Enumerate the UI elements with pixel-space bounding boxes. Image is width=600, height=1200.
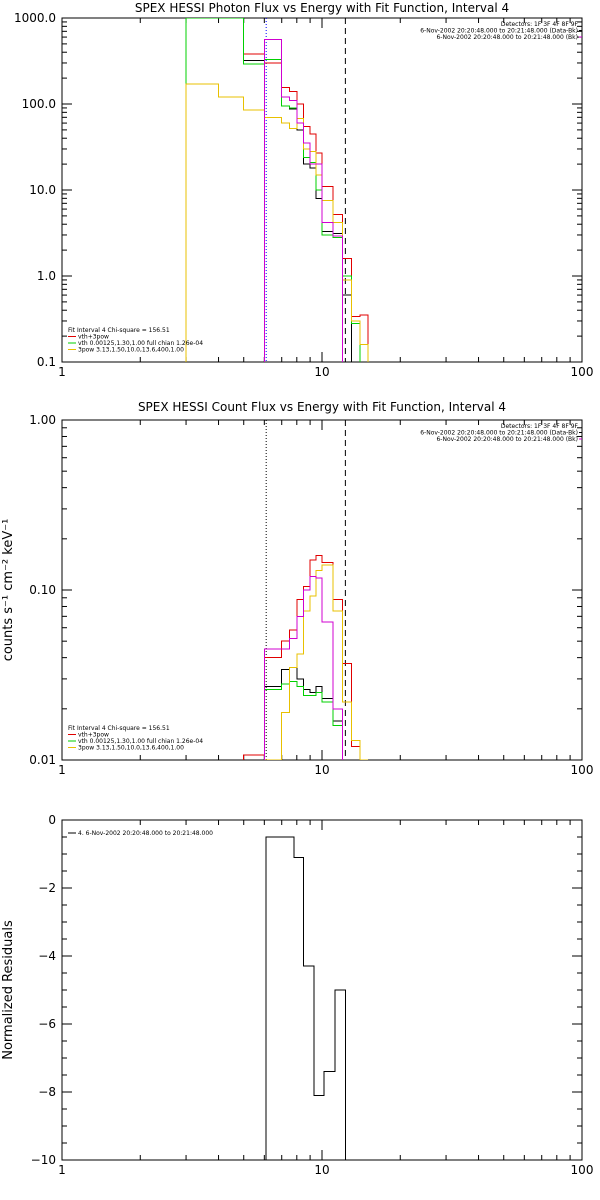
y-tick-label: 1000.0: [14, 11, 56, 25]
series-line-4: [263, 576, 344, 760]
y-tick-label: −8: [38, 1085, 56, 1099]
y-tick-label: 100.0: [22, 97, 56, 111]
residuals-ylabel: Normalized Residuals: [1, 920, 16, 1060]
series-line-1: [185, 18, 353, 362]
y-tick-label: −2: [38, 881, 56, 895]
photon-flux-panel: SPEX HESSI Photon Flux vs Energy with Fi…: [14, 1, 593, 379]
x-tick-label: 1: [58, 1163, 66, 1177]
legend-entry: vth+3pow: [78, 732, 109, 739]
y-tick-label: 10.0: [29, 183, 56, 197]
legend-entry: vth 0.00125,1.30,1.00 full chian 1.26e-0…: [78, 340, 203, 347]
count-flux-ylabel: counts s⁻¹ cm⁻² keV⁻¹: [1, 519, 16, 662]
residuals-plot-frame: [61, 819, 583, 1161]
info-line: Detectors: 1F 3F 4F 8F 9F: [501, 423, 579, 430]
y-tick-label: 0.1: [37, 355, 56, 369]
count-flux-panel: SPEX HESSI Count Flux vs Energy with Fit…: [1, 400, 593, 777]
y-tick-label: 1.0: [37, 269, 56, 283]
series-line-4: [263, 39, 344, 362]
x-tick-label: 100: [571, 763, 594, 777]
y-tick-label: 0: [48, 813, 56, 827]
series-line-3: [264, 564, 368, 760]
series-line-3: [185, 83, 369, 362]
x-tick-label: 1: [58, 763, 66, 777]
series-line-0: [185, 18, 369, 362]
photon-flux-title: SPEX HESSI Photon Flux vs Energy with Fi…: [135, 1, 509, 15]
legend-entry: Fit Interval 4 Chi-square = 156.51: [68, 725, 170, 732]
legend-entry: 3pow 3.13,1.50,10.0,13.6,400,1.00: [78, 347, 184, 354]
residuals-panel: Normalized Residuals 1 10 100 0 −2 −4 −6 −8 −10 4…: [1, 813, 593, 1177]
info-line: Detectors: 1F 3F 4F 8F 9F: [501, 21, 579, 28]
x-tick-label: 1: [58, 365, 66, 379]
legend-entry: vth+3pow: [78, 334, 109, 341]
x-tick-label: 10: [314, 763, 329, 777]
series-line-1: [263, 667, 344, 760]
y-tick-label: −10: [31, 1153, 56, 1167]
info-line: 6-Nov-2002 20:20:48.000 to 20:21:48.000 …: [420, 430, 578, 437]
legend-entry: vth 0.00125,1.30,1.00 full chian 1.26e-0…: [78, 738, 203, 745]
info-line: 6-Nov-2002 20:20:48.000 to 20:21:48.000 …: [436, 34, 578, 41]
x-tick-label: 10: [314, 1163, 329, 1177]
y-tick-label: 1.00: [29, 413, 56, 427]
y-tick-label: −6: [38, 1017, 56, 1031]
x-tick-label: 100: [571, 1163, 594, 1177]
count-flux-title: SPEX HESSI Count Flux vs Energy with Fit…: [138, 400, 506, 414]
y-tick-label: −4: [38, 949, 56, 963]
series-line-2: [185, 18, 361, 362]
x-tick-label: 100: [571, 365, 594, 379]
series-line-0: [265, 836, 346, 1160]
info-line: 6-Nov-2002 20:20:48.000 to 20:21:48.000 …: [420, 28, 578, 35]
y-tick-label: 0.01: [29, 753, 56, 767]
legend-entry: Fit Interval 4 Chi-square = 156.51: [68, 327, 170, 334]
info-line: 6-Nov-2002 20:20:48.000 to 20:21:48.000 …: [436, 436, 578, 443]
legend-entry: 4. 6-Nov-2002 20:20:48.000 to 20:21:48.0…: [78, 830, 213, 837]
y-tick-label: 0.10: [29, 583, 56, 597]
legend-entry: 3pow 3.13,1.50,10.0,13.6,400,1.00: [78, 745, 184, 752]
series-line-2: [263, 680, 344, 760]
x-tick-label: 10: [314, 365, 329, 379]
